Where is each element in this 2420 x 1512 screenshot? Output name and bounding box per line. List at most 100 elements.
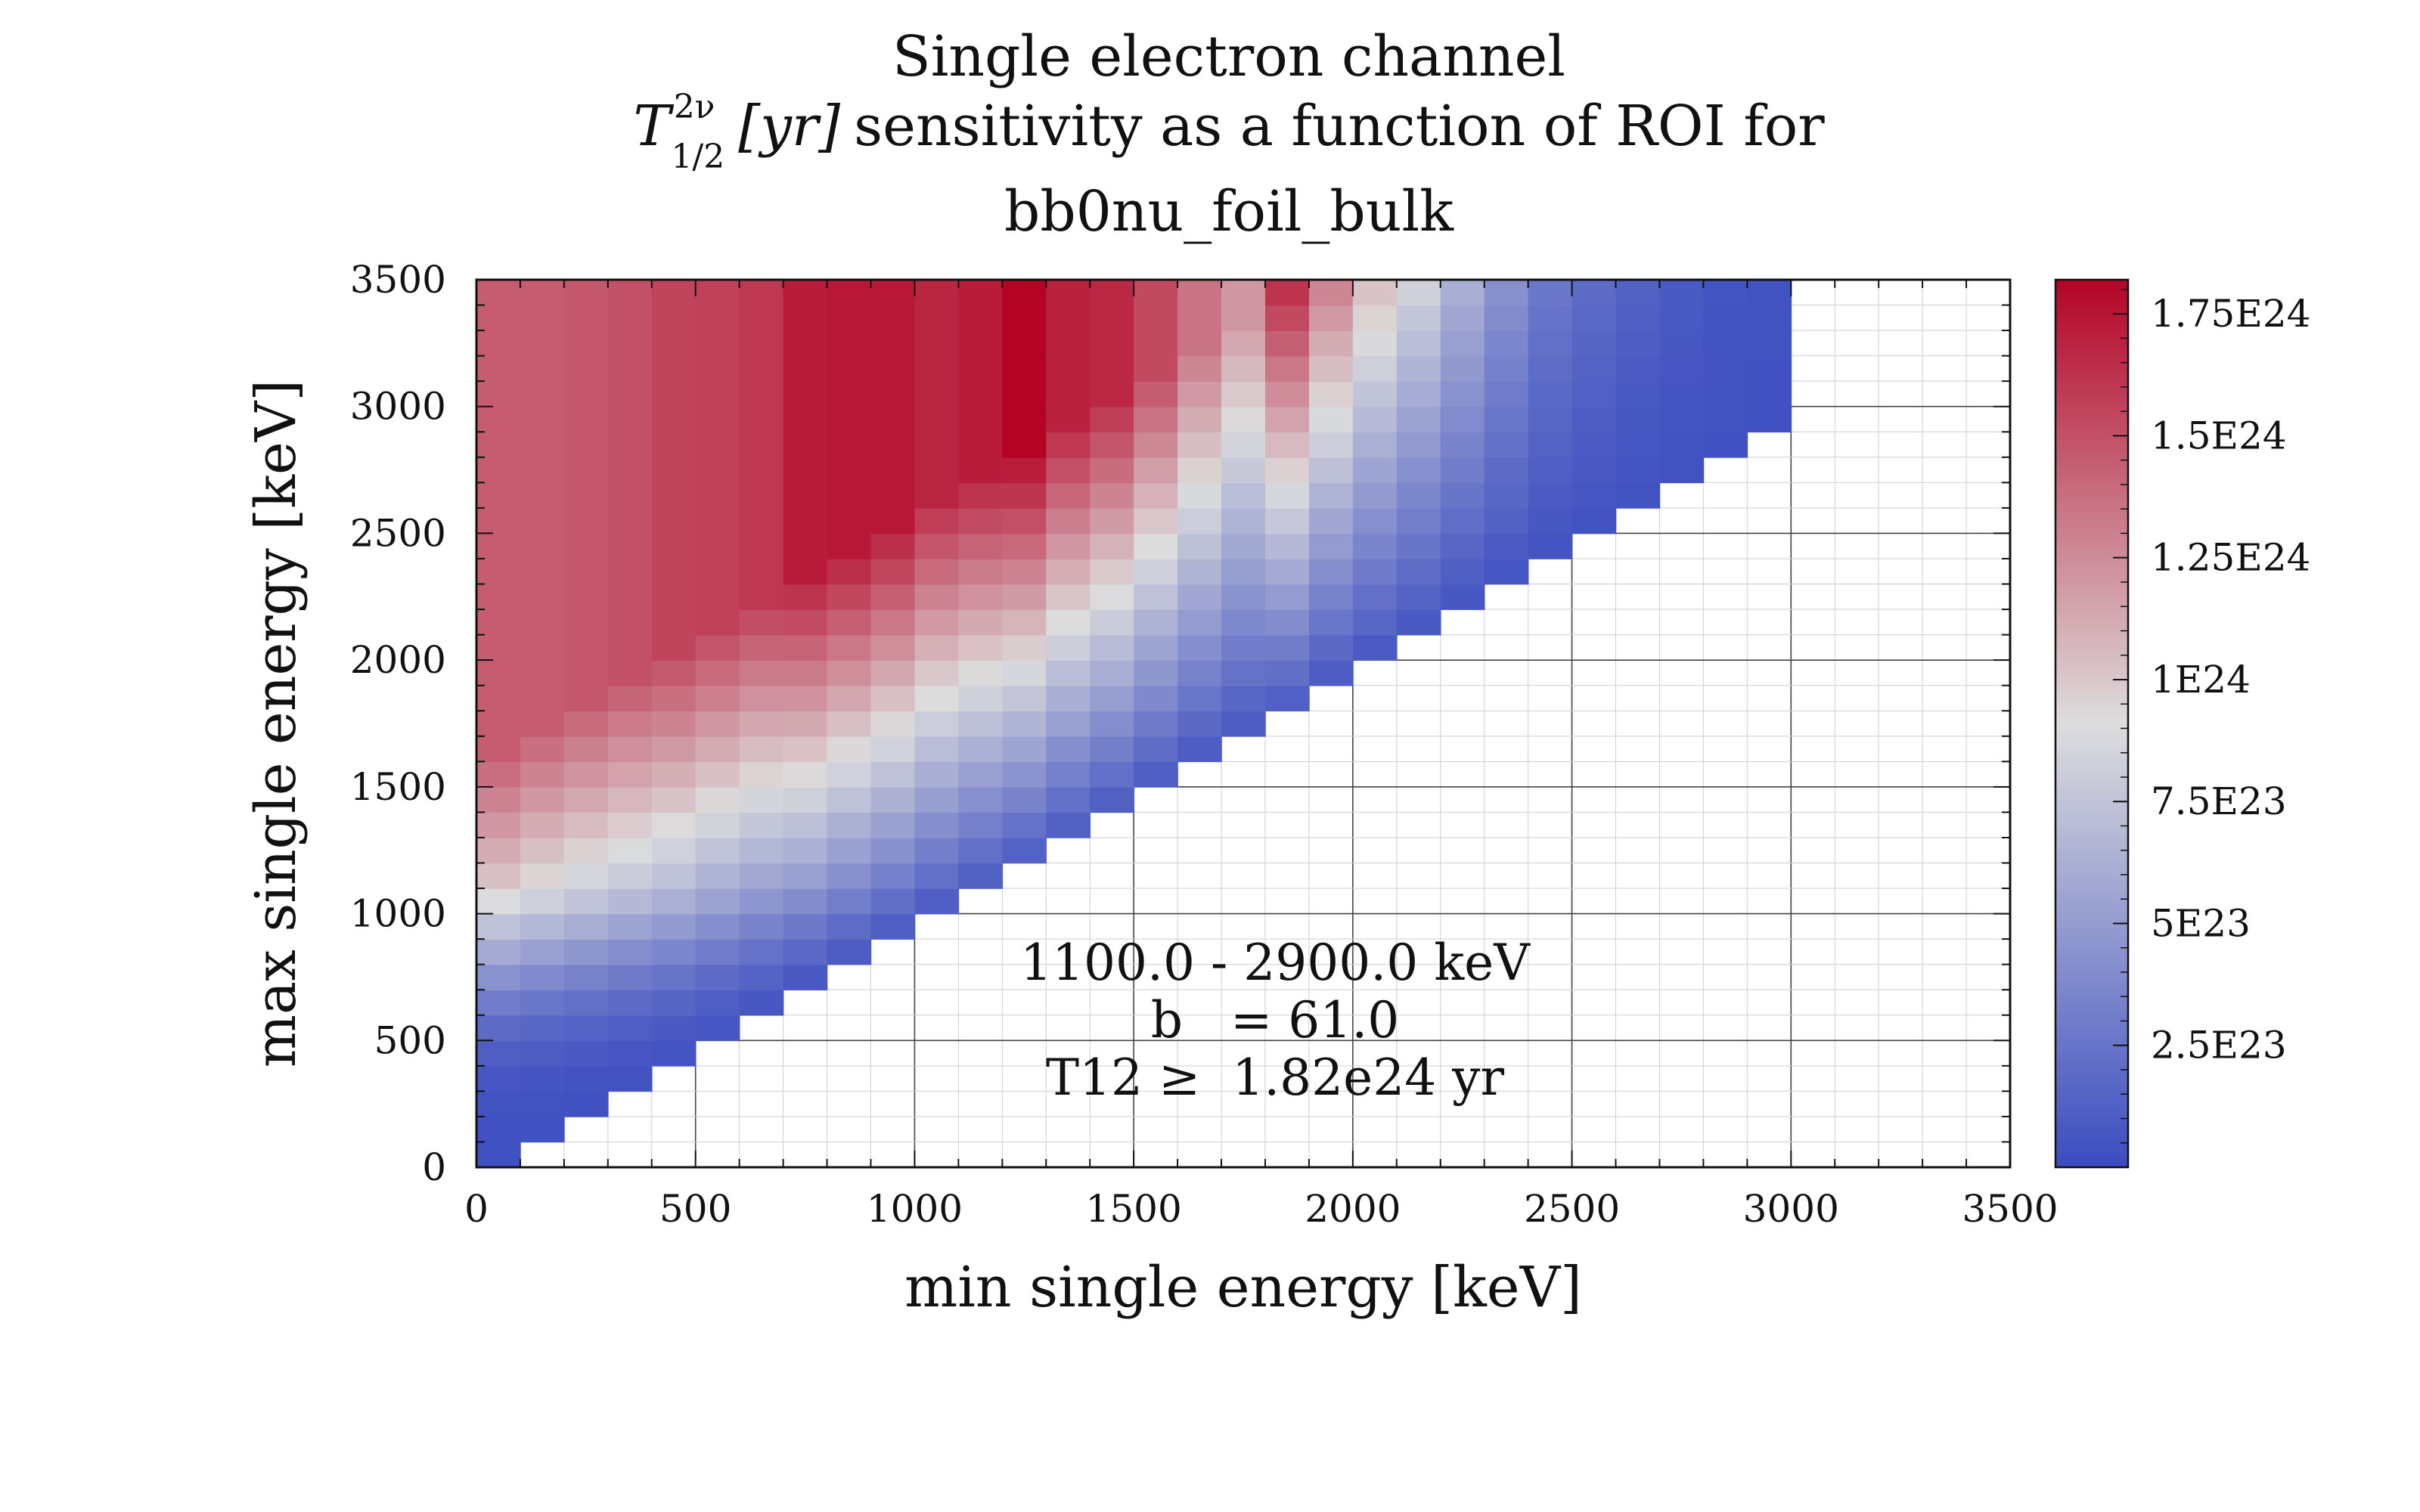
heatmap-cell — [1046, 432, 1091, 458]
heatmap-cell — [607, 812, 653, 838]
heatmap-cell — [783, 355, 828, 382]
heatmap-cell — [1221, 660, 1266, 686]
heatmap-cell — [870, 482, 916, 509]
heatmap-cell — [651, 837, 697, 864]
heatmap-cell — [607, 761, 653, 788]
heatmap-cell — [958, 406, 1004, 433]
heatmap-cell — [1046, 482, 1091, 509]
heatmap-cell — [695, 1015, 740, 1042]
heatmap-cell — [1484, 330, 1529, 357]
heatmap-cell — [476, 533, 521, 559]
heatmap-cell — [739, 888, 784, 915]
heatmap-cell — [783, 482, 828, 509]
heatmap-cell — [914, 584, 960, 610]
heatmap-cell — [1352, 634, 1398, 661]
heatmap-cell — [476, 482, 521, 509]
heatmap-cell — [739, 355, 784, 382]
heatmap-cell — [783, 558, 828, 585]
heatmap-cell — [651, 280, 697, 306]
heatmap-cell — [1221, 305, 1266, 331]
heatmap-cell — [783, 609, 828, 636]
heatmap-cell — [914, 381, 960, 407]
heatmap-cell — [476, 990, 521, 1016]
heatmap-cell — [1528, 330, 1573, 357]
heatmap-cell — [914, 863, 960, 889]
heatmap-cell — [1264, 432, 1310, 458]
heatmap-cell — [783, 939, 828, 965]
colorbar-tick-label: 7.5E23 — [2151, 779, 2287, 823]
heatmap-cell — [520, 1091, 565, 1117]
heatmap-cell — [607, 837, 653, 864]
heatmap-cell — [1002, 432, 1047, 458]
title-line-2: T2ν 1/2 [yr] sensitivity as a function of R… — [633, 88, 1825, 176]
heatmap-cell — [1659, 280, 1705, 306]
heatmap-cell — [1352, 381, 1398, 407]
heatmap-cell — [1528, 432, 1573, 458]
heatmap-cell — [914, 558, 960, 585]
heatmap-cell — [1264, 381, 1310, 407]
heatmap-cell — [1615, 432, 1661, 458]
heatmap-cell — [1615, 406, 1661, 433]
heatmap-cell — [695, 406, 740, 433]
heatmap-cell — [914, 330, 960, 357]
heatmap-cell — [739, 711, 784, 737]
heatmap-cell — [827, 355, 872, 382]
heatmap-cell — [827, 634, 872, 661]
heatmap-cell — [607, 507, 653, 534]
x-tick-label: 1500 — [1086, 1187, 1182, 1231]
heatmap-cell — [563, 685, 609, 712]
heatmap-cell — [739, 685, 784, 712]
heatmap-cell — [695, 584, 740, 610]
heatmap-cell — [1264, 457, 1310, 484]
heatmap-cell — [1134, 634, 1178, 661]
heatmap-cell — [1221, 330, 1266, 357]
heatmap-cell — [958, 812, 1004, 838]
heatmap-cell — [1308, 533, 1354, 559]
heatmap-cell — [1002, 711, 1047, 737]
x-tick-label: 500 — [659, 1187, 731, 1231]
heatmap-cell — [520, 685, 565, 712]
heatmap-cell — [870, 660, 916, 686]
heatmap-cell — [520, 507, 565, 534]
heatmap-cell — [563, 939, 609, 965]
heatmap-cell — [607, 863, 653, 889]
heatmap-cell — [1571, 305, 1617, 331]
heatmap-cell — [1440, 533, 1485, 559]
heatmap-cell — [1134, 381, 1178, 407]
heatmap-cell — [1308, 609, 1354, 636]
colorbar-tick-label: 1.75E24 — [2151, 292, 2310, 336]
colorbar-tick-label: 1E24 — [2151, 658, 2251, 702]
heatmap-cell — [1528, 533, 1573, 559]
heatmap-cell — [476, 660, 521, 686]
heatmap-cell — [607, 888, 653, 915]
heatmap-cell — [739, 736, 784, 763]
heatmap-cell — [1177, 507, 1222, 534]
heatmap-cell — [695, 913, 740, 940]
heatmap-cell — [651, 1040, 697, 1067]
heatmap-cell — [1440, 355, 1485, 382]
heatmap-cell — [520, 863, 565, 889]
heatmap-cell — [1264, 305, 1310, 331]
heatmap-cell — [1571, 432, 1617, 458]
x-tick-labels: 0 500 1000 1500 2000 2500 3000 3500 — [464, 1187, 2059, 1231]
heatmap-cell — [651, 533, 697, 559]
heatmap-cell — [1221, 634, 1266, 661]
y-tick-label: 0 — [422, 1145, 446, 1189]
heatmap-cell — [914, 812, 960, 838]
heatmap-cell — [914, 432, 960, 458]
heatmap-cell — [476, 837, 521, 864]
heatmap-cell — [914, 280, 960, 306]
heatmap-cell — [1440, 507, 1485, 534]
heatmap-cell — [695, 837, 740, 864]
heatmap-cell — [870, 786, 916, 813]
heatmap-cell — [520, 634, 565, 661]
heatmap-cell — [1308, 280, 1354, 306]
heatmap-cell — [607, 457, 653, 484]
heatmap-cell — [1308, 406, 1354, 433]
heatmap-cell — [651, 812, 697, 838]
heatmap-cell — [651, 507, 697, 534]
heatmap-cell — [607, 584, 653, 610]
heatmap-cell — [783, 964, 828, 990]
heatmap-cell — [870, 457, 916, 484]
heatmap-cell — [739, 330, 784, 357]
